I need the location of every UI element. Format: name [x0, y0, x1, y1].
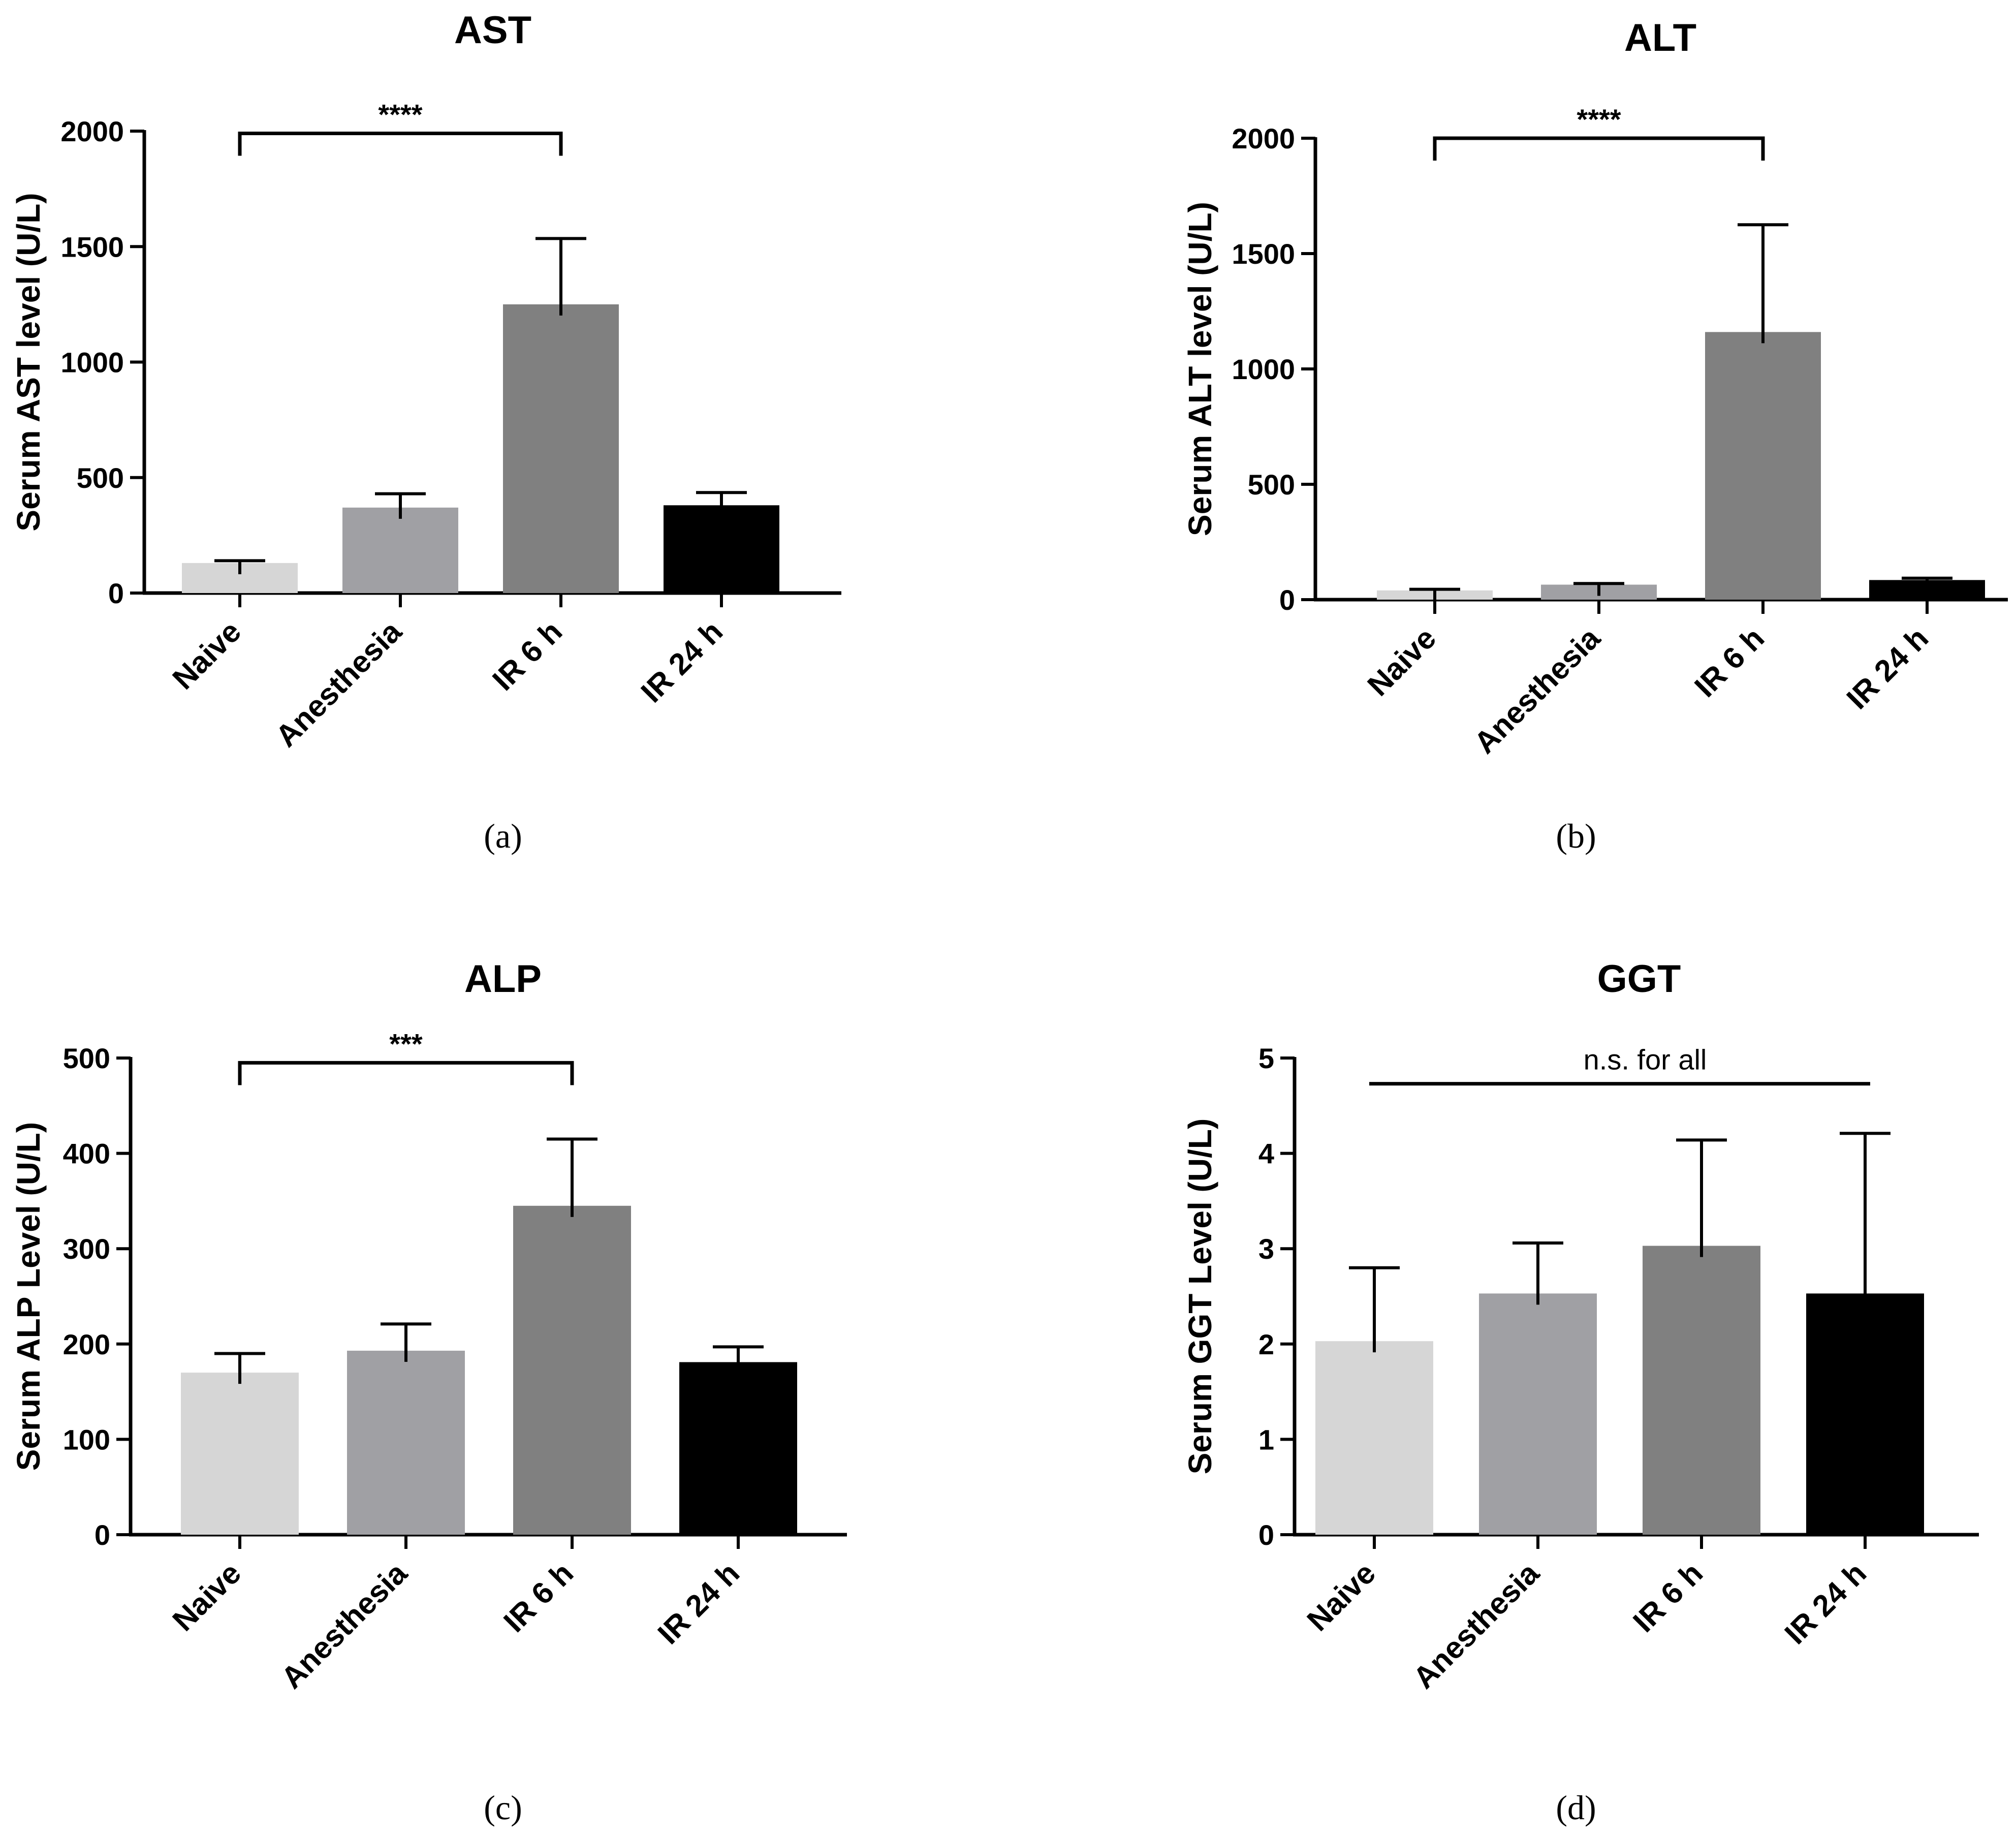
- y-tick-label: 100: [63, 1423, 110, 1455]
- y-tick-label: 1500: [1232, 238, 1295, 270]
- x-tick-label: Anesthesia: [1406, 1556, 1546, 1695]
- chart-panel-4: GGT Serum GGT Level (U/L) 0 1 2 3 4 5 Naive Anest…: [1182, 957, 1979, 1827]
- x-tick-label: Naive: [166, 614, 248, 696]
- y-tick-label: 2000: [1232, 122, 1295, 154]
- y-axis-label: Serum GGT Level (U/L): [1182, 1118, 1218, 1475]
- y-tick-label: 5: [1258, 1042, 1274, 1074]
- bar: [181, 1373, 299, 1535]
- bar: [1643, 1246, 1760, 1535]
- bar: [342, 507, 458, 593]
- significance-label: ****: [1577, 103, 1621, 135]
- chart-title: GGT: [1597, 957, 1681, 1001]
- significance-bracket: [238, 1061, 574, 1085]
- chart-title: AST: [454, 9, 531, 52]
- x-tick-label: IR 6 h: [1626, 1556, 1709, 1639]
- y-tick-label: 4: [1258, 1138, 1274, 1170]
- bar: [679, 1362, 797, 1535]
- significance-bracket: [238, 132, 563, 156]
- significance-label: n.s. for all: [1584, 1044, 1707, 1076]
- y-tick-label: 0: [108, 577, 124, 609]
- y-tick-label: 500: [63, 1042, 110, 1074]
- y-tick-label: 0: [1279, 584, 1295, 616]
- x-tick-label: Naive: [166, 1556, 248, 1638]
- bar: [1315, 1341, 1433, 1535]
- x-tick-label: IR 6 h: [486, 614, 569, 697]
- bar: [347, 1350, 465, 1535]
- significance-bracket: [1433, 136, 1765, 161]
- significance-label: ***: [389, 1028, 423, 1060]
- bar: [1705, 332, 1821, 600]
- bar: [503, 304, 619, 593]
- chart-panel-3: ALP Serum ALP Level (U/L) 0 100 200 300 400 500…: [10, 957, 847, 1827]
- x-tick-label: IR 24 h: [1840, 621, 1935, 716]
- bar: [664, 505, 779, 593]
- y-tick-label: 500: [1248, 469, 1295, 501]
- y-tick-label: 1000: [1232, 353, 1295, 385]
- x-tick-label: IR 6 h: [1688, 621, 1771, 704]
- chart-panel-2: ALT Serum ALT level (U/L) 0 500 1000 1500 2000…: [1182, 16, 2008, 855]
- y-tick-label: 300: [63, 1233, 110, 1265]
- y-tick-label: 400: [63, 1138, 110, 1170]
- y-tick-label: 1000: [60, 347, 124, 379]
- y-axis-label: Serum ALP Level (U/L): [10, 1122, 47, 1471]
- panel-caption: (d): [1556, 1788, 1596, 1827]
- panel-caption: (b): [1556, 817, 1596, 855]
- y-tick-label: 2: [1258, 1328, 1274, 1360]
- y-axis-label: Serum AST level (U/L): [10, 193, 47, 531]
- panel-caption: (a): [484, 817, 522, 855]
- x-tick-label: Naive: [1301, 1556, 1382, 1638]
- chart-title: ALT: [1624, 16, 1696, 59]
- y-tick-label: 0: [94, 1519, 110, 1551]
- y-tick-label: 0: [1258, 1519, 1274, 1551]
- bar: [1479, 1293, 1597, 1535]
- chart-title: ALP: [464, 957, 542, 1001]
- y-tick-label: 1: [1258, 1423, 1274, 1455]
- x-tick-label: IR 24 h: [635, 614, 729, 709]
- y-tick-label: 500: [77, 462, 124, 494]
- y-tick-label: 2000: [60, 115, 124, 147]
- x-tick-label: IR 6 h: [497, 1556, 580, 1639]
- x-tick-label: Naive: [1361, 621, 1443, 703]
- significance-label: ****: [378, 99, 422, 131]
- y-tick-label: 3: [1258, 1233, 1274, 1265]
- y-tick-label: 1500: [60, 231, 124, 263]
- chart-panel-1: AST Serum AST level (U/L) 0 500 1000 1500 2000…: [10, 9, 841, 855]
- bar: [513, 1205, 631, 1535]
- x-tick-label: IR 24 h: [1778, 1556, 1873, 1651]
- y-tick-label: 200: [63, 1328, 110, 1360]
- x-tick-label: Anesthesia: [1467, 620, 1606, 760]
- y-axis-label: Serum ALT level (U/L): [1182, 202, 1218, 536]
- x-tick-label: Anesthesia: [269, 614, 408, 753]
- x-tick-label: Anesthesia: [274, 1556, 414, 1695]
- panel-caption: (c): [484, 1788, 522, 1827]
- x-tick-label: IR 24 h: [651, 1556, 746, 1651]
- bar: [1806, 1293, 1924, 1535]
